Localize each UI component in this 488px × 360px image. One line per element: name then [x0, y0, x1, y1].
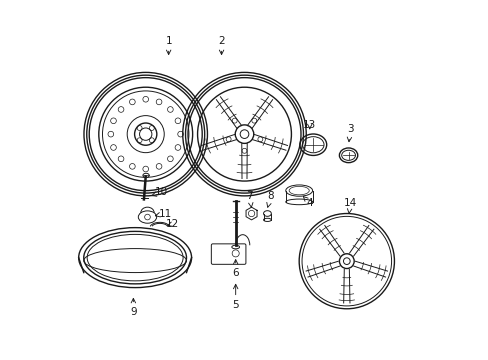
Text: 5: 5 — [232, 284, 239, 310]
Text: 12: 12 — [165, 219, 179, 229]
Text: 8: 8 — [266, 191, 274, 207]
Text: 6: 6 — [232, 260, 239, 279]
Text: 4: 4 — [303, 197, 312, 208]
Text: 11: 11 — [155, 208, 171, 219]
Text: 13: 13 — [303, 120, 316, 130]
Text: 14: 14 — [343, 198, 356, 213]
Text: 1: 1 — [165, 36, 172, 54]
Text: 10: 10 — [152, 187, 168, 197]
Text: 7: 7 — [246, 191, 253, 207]
Text: 3: 3 — [346, 124, 353, 141]
Text: 9: 9 — [130, 298, 137, 317]
Text: 2: 2 — [218, 36, 224, 54]
